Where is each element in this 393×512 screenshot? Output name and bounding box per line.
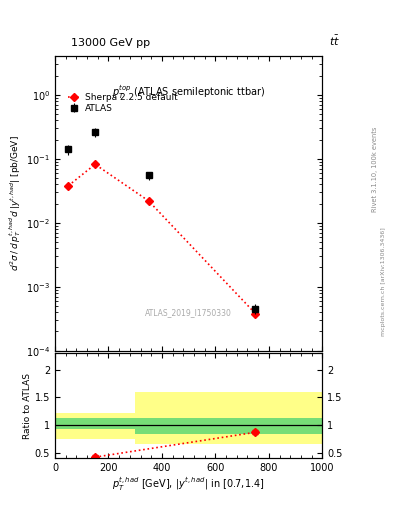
Sherpa 2.2.5 default xyxy=(253,311,258,317)
Text: ATLAS_2019_I1750330: ATLAS_2019_I1750330 xyxy=(145,308,232,317)
X-axis label: $p_T^{t,had}$ [GeV], $|y^{t,had}|$ in [0.7,1.4]: $p_T^{t,had}$ [GeV], $|y^{t,had}|$ in [0… xyxy=(112,476,265,493)
Text: mcplots.cern.ch [arXiv:1306.3436]: mcplots.cern.ch [arXiv:1306.3436] xyxy=(381,227,386,336)
Sherpa 2.2.5 default xyxy=(146,198,151,204)
Y-axis label: Ratio to ATLAS: Ratio to ATLAS xyxy=(23,373,32,439)
Sherpa 2.2.5 default xyxy=(66,183,71,189)
Y-axis label: $d^2\sigma\,/\,d\,p_T^{t,had}\,d\,|y^{t,had}|$ [pb/GeV]: $d^2\sigma\,/\,d\,p_T^{t,had}\,d\,|y^{t,… xyxy=(7,136,23,271)
Legend: Sherpa 2.2.5 default, ATLAS: Sherpa 2.2.5 default, ATLAS xyxy=(65,90,180,116)
Text: $p_T^{top}$ (ATLAS semileptonic ttbar): $p_T^{top}$ (ATLAS semileptonic ttbar) xyxy=(112,83,265,101)
Line: Sherpa 2.2.5 default: Sherpa 2.2.5 default xyxy=(66,162,258,316)
Text: Rivet 3.1.10, 100k events: Rivet 3.1.10, 100k events xyxy=(372,126,378,211)
Text: 13000 GeV pp: 13000 GeV pp xyxy=(71,38,150,48)
Sherpa 2.2.5 default xyxy=(93,161,97,167)
Text: $t\bar{t}$: $t\bar{t}$ xyxy=(329,34,340,48)
